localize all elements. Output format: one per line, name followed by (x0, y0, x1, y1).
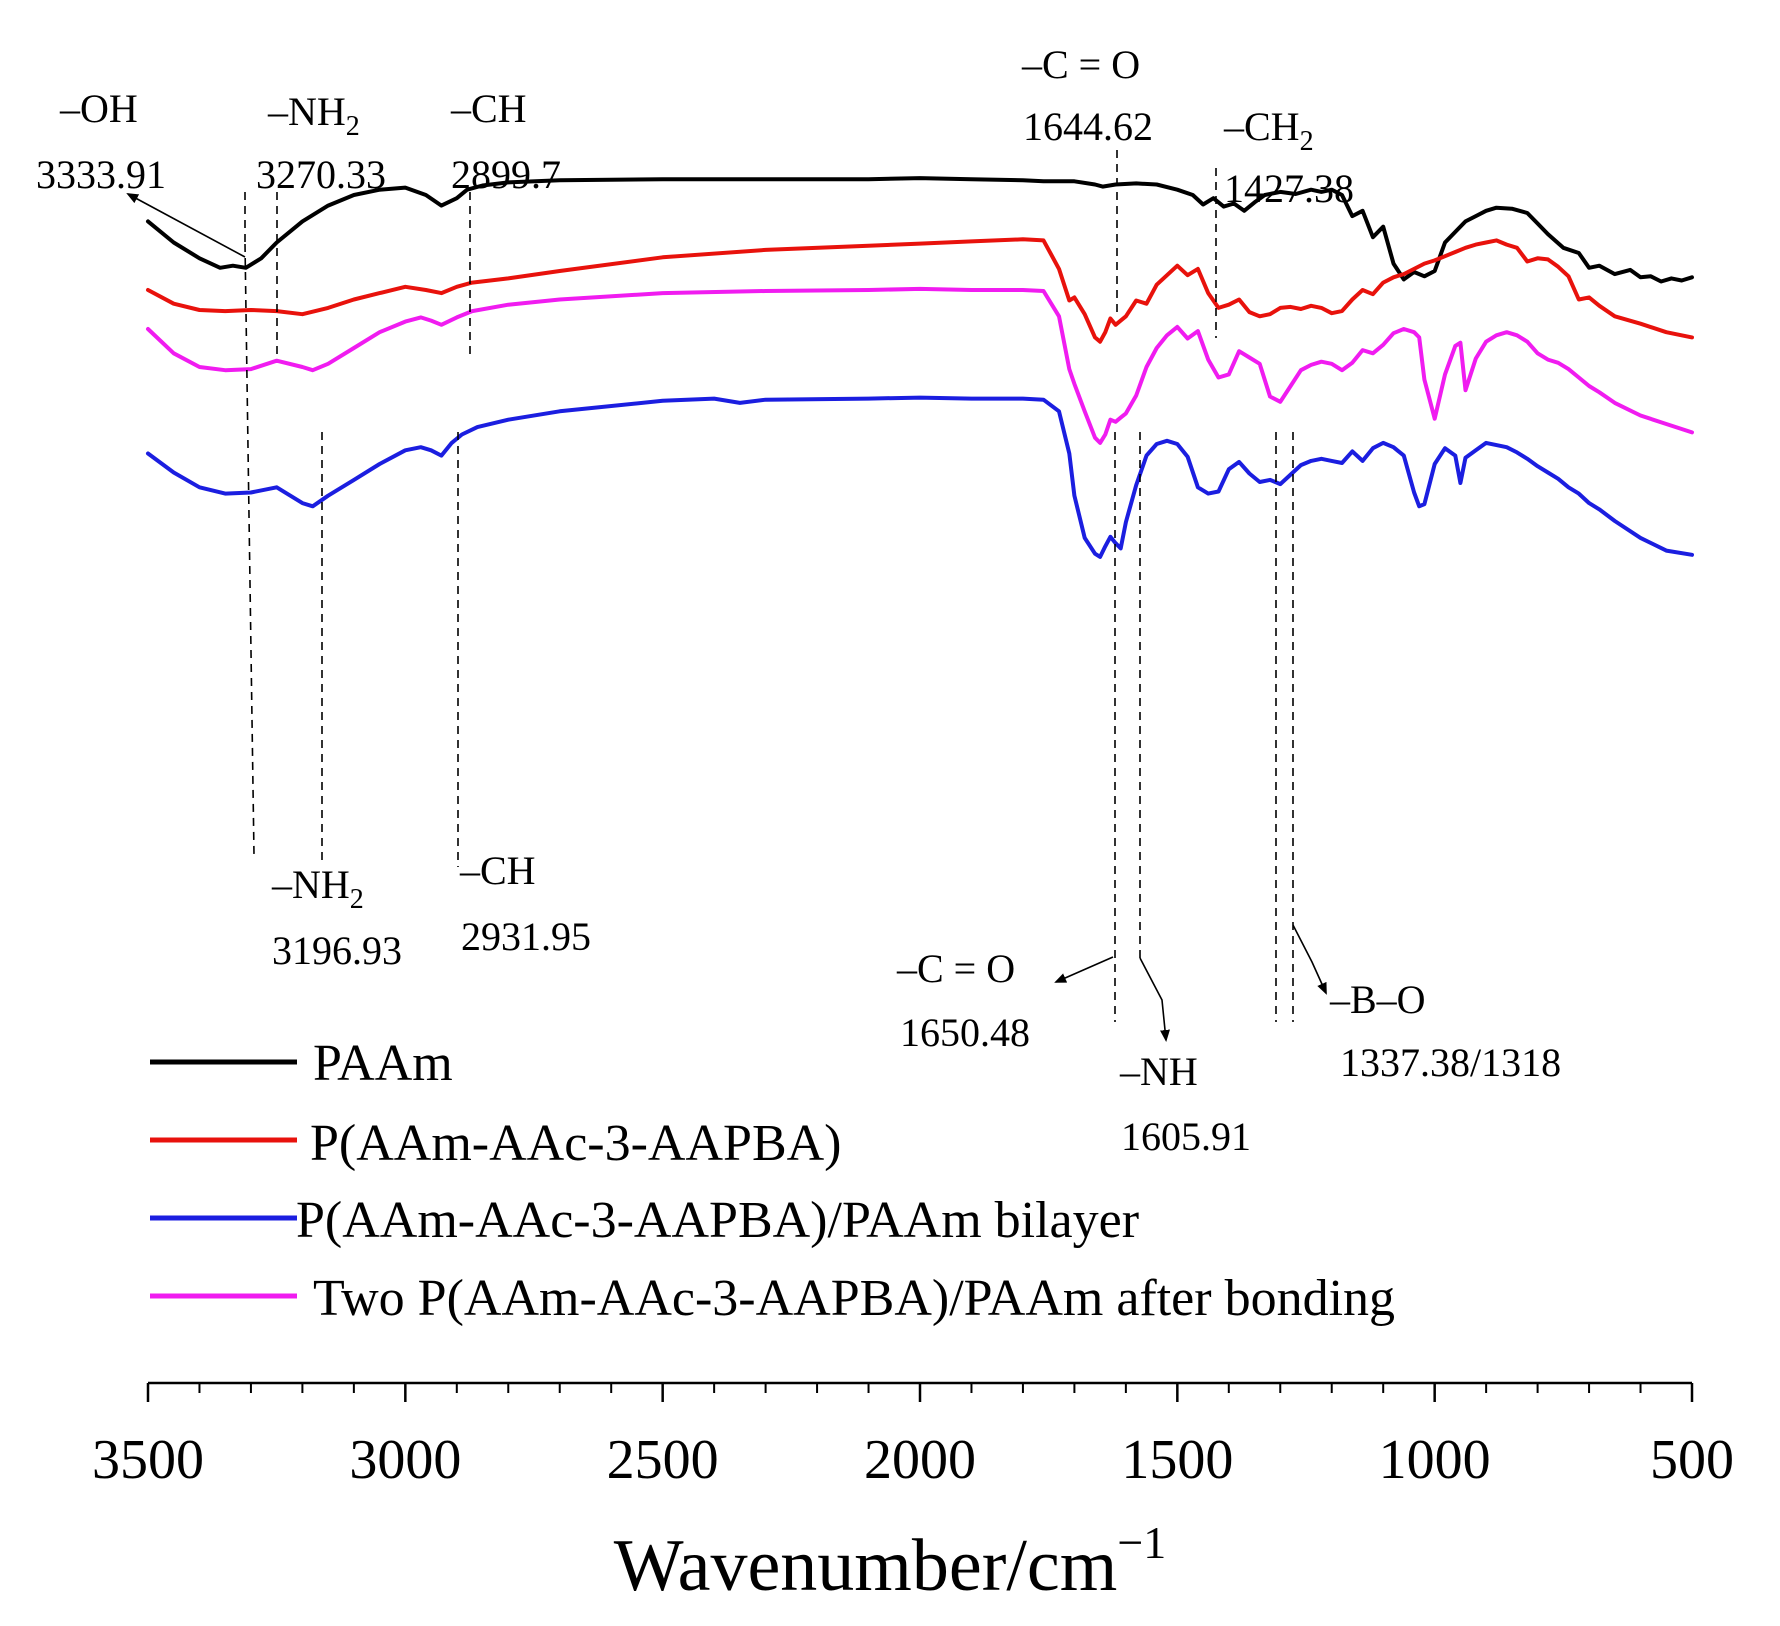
ann-ch2-value: 1427.38 (1224, 166, 1354, 211)
ann-co-bottom-value: 1650.48 (900, 1010, 1030, 1055)
x-tick-label: 3000 (349, 1429, 461, 1491)
ann-nh2-top-subscript: 2 (346, 111, 360, 142)
ann-ch2-label: –CH2 (1223, 104, 1314, 157)
ann-oh-value: 3333.91 (36, 152, 166, 197)
ann-nh-value: 1605.91 (1121, 1114, 1251, 1159)
x-ticks (146, 1383, 1694, 1402)
x-axis-title: Wavenumber/cm−1 (614, 1517, 1167, 1607)
legend-label-paam: PAAm (313, 1035, 453, 1092)
ann-ch2-text: –CH (1223, 104, 1300, 149)
ann-nh2-bottom-subscript: 2 (350, 884, 364, 915)
annotation-arrows (126, 193, 1327, 1042)
x-axis-title-text: Wavenumber/cm (614, 1525, 1118, 1607)
arrow-co-bottom (1054, 956, 1114, 983)
ann-nh2-bottom-text: –NH (271, 862, 350, 907)
series-line-2 (146, 395, 1694, 559)
x-tick-label: 2500 (607, 1429, 719, 1491)
series-line-1 (146, 237, 1694, 344)
ann-co-bottom-label: –C = O (896, 946, 1015, 991)
series-line-3 (146, 286, 1694, 445)
ann-ch-top-label: –CH (450, 86, 527, 131)
x-tick-labels: 3500 3000 2500 2000 1500 1000 500 (92, 1429, 1734, 1491)
ann-nh2-top-value: 3270.33 (256, 152, 386, 197)
ann-nh-label: –NH (1119, 1049, 1198, 1094)
legend: PAAm P(AAm-AAc-3-AAPBA) P(AAm-AAc-3-AAPB… (150, 1035, 1395, 1327)
x-tick-label: 1000 (1379, 1429, 1491, 1491)
ann-bo-label: –B–O (1329, 977, 1426, 1022)
ann-co-top-value: 1644.62 (1023, 104, 1153, 149)
x-tick-label: 1500 (1121, 1429, 1233, 1491)
ann-nh2-top-label: –NH2 (267, 89, 360, 142)
ann-ch-top-value: 2899.7 (451, 152, 561, 197)
legend-label-bilayer: P(AAm-AAc-3-AAPBA)/PAAm bilayer (296, 1192, 1139, 1249)
x-tick-label: 2000 (864, 1429, 976, 1491)
ann-oh-label: –OH (59, 86, 138, 131)
series-line-0 (146, 176, 1694, 284)
legend-label-copolymer: P(AAm-AAc-3-AAPBA) (310, 1115, 842, 1172)
x-tick-label: 3500 (92, 1429, 204, 1491)
peak-markers (244, 150, 1294, 1022)
arrow-bo (1292, 924, 1327, 995)
x-axis: 3500 3000 2500 2000 1500 1000 500 Wavenumber/c… (92, 1381, 1734, 1607)
x-axis-title-superscript: −1 (1117, 1517, 1166, 1568)
ann-co-top-label: –C = O (1021, 42, 1140, 87)
series-layer (146, 176, 1694, 559)
ann-nh2-top-text: –NH (267, 89, 346, 134)
ann-ch-bottom-value: 2931.95 (461, 914, 591, 959)
ann-ch2-subscript: 2 (1300, 126, 1314, 157)
ann-nh2-bottom-label: –NH2 (271, 862, 364, 915)
arrow-nh (1139, 957, 1170, 1042)
peak-annotations: –OH 3333.91 –NH2 3270.33 –CH 2899.7 –C =… (36, 42, 1561, 1159)
arrow-oh (126, 193, 246, 258)
legend-label-bonding: Two P(AAm-AAc-3-AAPBA)/PAAm after bondin… (313, 1270, 1395, 1327)
marker-oh-lower (244, 243, 255, 856)
ann-bo-value: 1337.38/1318 (1340, 1040, 1561, 1085)
x-tick-label: 500 (1650, 1429, 1734, 1491)
ann-ch-bottom-label: –CH (459, 848, 536, 893)
ann-nh2-bottom-value: 3196.93 (272, 928, 402, 973)
